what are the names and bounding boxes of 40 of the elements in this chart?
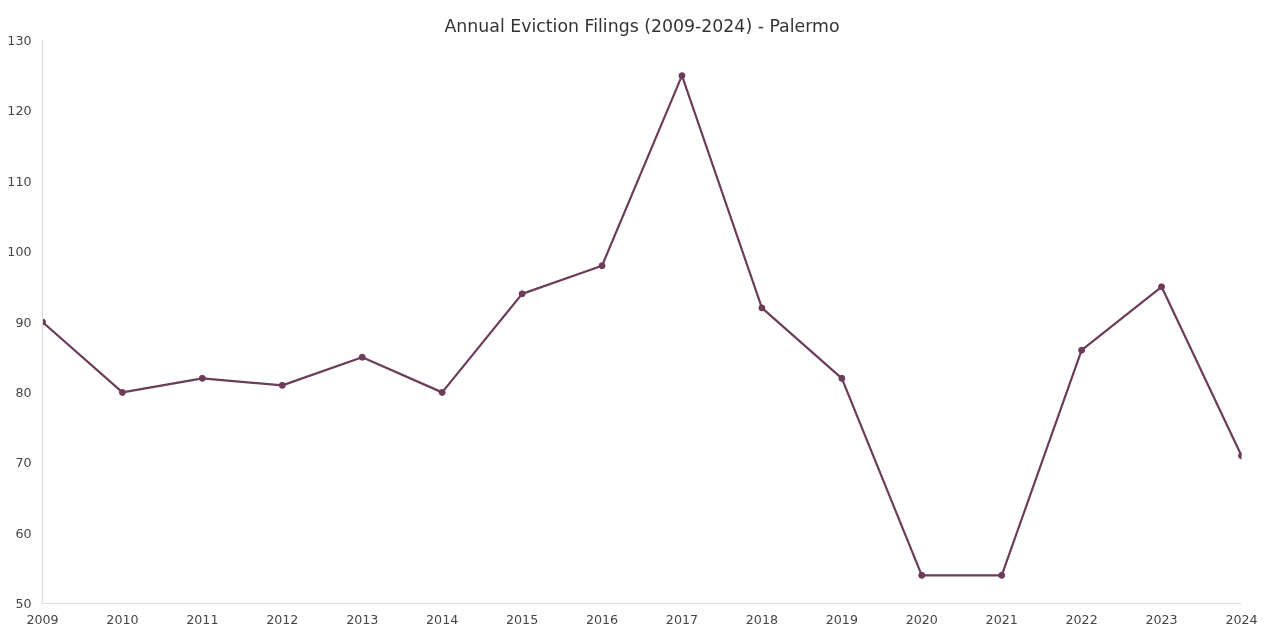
x-tick-label: 2017 bbox=[665, 611, 699, 627]
point bbox=[998, 571, 1006, 579]
y-tick-label: 130 bbox=[7, 33, 32, 48]
x-tick-label: 2024 bbox=[1225, 611, 1258, 627]
y-tick-label: 120 bbox=[7, 103, 32, 119]
point bbox=[438, 388, 446, 396]
x-tick-label: 2010 bbox=[106, 611, 139, 627]
x-tick-label: 2021 bbox=[985, 611, 1018, 627]
point bbox=[278, 381, 286, 389]
point bbox=[518, 290, 526, 298]
y-tick-label: 60 bbox=[15, 525, 32, 541]
x-tick-label: 2014 bbox=[426, 611, 459, 627]
chart-title: Annual Eviction Filings (2009-2024) - Palermo bbox=[444, 15, 840, 36]
x-tick-label: 2015 bbox=[506, 611, 539, 627]
x-tick-label: 2022 bbox=[1065, 611, 1098, 627]
x-tick-label: 2020 bbox=[905, 611, 938, 627]
point bbox=[598, 262, 606, 270]
x-tick-label: 2018 bbox=[745, 611, 779, 627]
x-tick-label: 2012 bbox=[266, 611, 299, 627]
x-tick-label: 2011 bbox=[186, 611, 219, 627]
x-tick-label: 2019 bbox=[825, 611, 858, 627]
x-tick-label: 2013 bbox=[346, 611, 379, 627]
y-tick-label: 80 bbox=[15, 384, 32, 400]
point bbox=[758, 304, 766, 312]
y-tick-label: 70 bbox=[15, 455, 32, 471]
point bbox=[1078, 346, 1086, 354]
y-tick-label: 90 bbox=[15, 314, 32, 330]
y-tick-label: 100 bbox=[7, 244, 32, 260]
y-tick-label: 110 bbox=[7, 173, 32, 189]
point bbox=[838, 374, 846, 382]
point bbox=[358, 353, 366, 361]
point bbox=[678, 72, 686, 80]
point bbox=[118, 388, 126, 396]
point bbox=[198, 374, 206, 382]
x-tick-label: 2009 bbox=[26, 611, 59, 627]
point bbox=[1158, 283, 1166, 291]
x-tick-label: 2023 bbox=[1145, 611, 1178, 627]
y-tick-label: 50 bbox=[15, 596, 32, 611]
point bbox=[918, 571, 926, 579]
x-tick-label: 2016 bbox=[585, 611, 619, 627]
